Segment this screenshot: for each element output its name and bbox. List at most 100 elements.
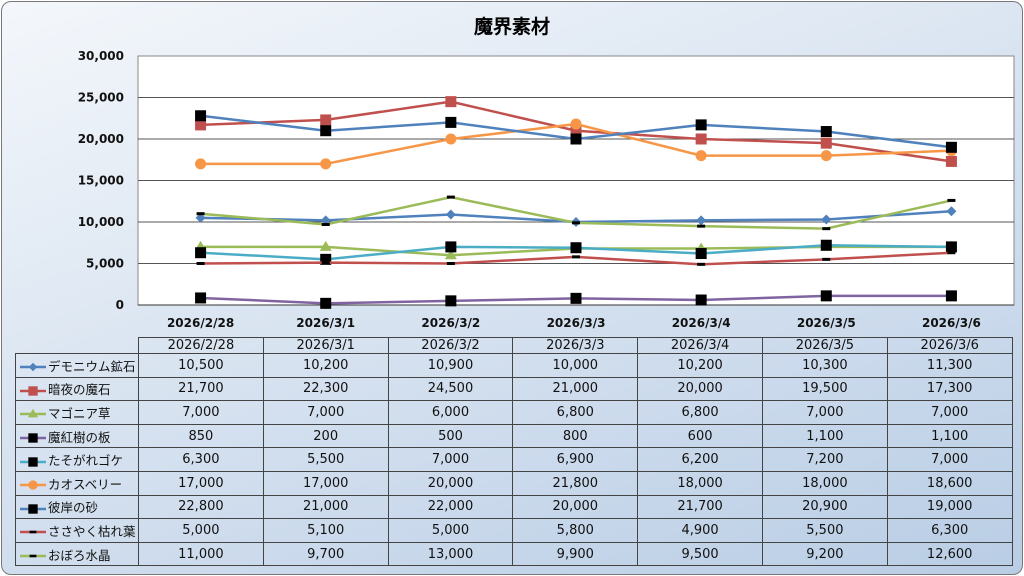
data-point	[446, 195, 455, 199]
data-point	[570, 125, 582, 137]
data-point	[195, 292, 207, 304]
table-cell: 10,000	[512, 353, 639, 378]
data-point	[321, 222, 330, 226]
data-point	[945, 155, 957, 167]
series-1	[195, 96, 957, 167]
data-point	[570, 292, 582, 304]
table-row: おぼろ水晶 11,000 9,700 13,000 9,900 9,500 9,200 12,…	[15, 541, 1013, 567]
series-3	[195, 290, 957, 309]
legend-key-icon	[20, 504, 46, 514]
data-point	[572, 221, 580, 225]
table-cell: 9,500	[637, 541, 763, 567]
series-5	[195, 118, 957, 170]
data-point	[697, 224, 706, 228]
data-point	[29, 531, 37, 534]
table-cell: 24,500	[387, 376, 514, 402]
table-cell: 18,000	[761, 470, 888, 496]
legend-entry: おぼろ水晶	[15, 541, 139, 567]
legend-label: 暗夜の魔石	[48, 382, 111, 398]
x-tick-label: 2026/3/4	[672, 316, 731, 330]
table-cell: 5,000	[387, 518, 514, 543]
data-point	[822, 257, 831, 261]
table-cell: 11,300	[886, 353, 1013, 378]
data-point	[195, 212, 206, 223]
table-column-header: 2026/3/6	[886, 337, 1013, 354]
table-cell: 7,000	[886, 447, 1013, 472]
legend-entry: たそがれゴケ	[15, 447, 139, 472]
table-cell: 10,200	[637, 353, 763, 378]
table-cell: 6,900	[512, 447, 639, 472]
table-cell: 10,900	[387, 353, 514, 378]
data-point	[320, 125, 332, 137]
series-7	[196, 251, 956, 266]
table-cell: 21,000	[512, 376, 639, 402]
x-tick-label: 2026/3/1	[296, 316, 355, 330]
table-cell: 20,000	[387, 470, 514, 496]
table-cell: 18,600	[886, 470, 1013, 496]
legend-label: おぼろ水晶	[48, 547, 111, 563]
y-tick-label: 5,000	[86, 257, 124, 271]
data-point	[697, 262, 706, 266]
table-cell: 600	[637, 423, 763, 449]
table-cell: 22,000	[387, 494, 514, 520]
legend-label: たそがれゴケ	[48, 453, 124, 469]
data-point	[195, 158, 207, 170]
data-point	[195, 247, 207, 259]
table-cell: 10,300	[761, 353, 888, 378]
data-point	[820, 126, 832, 138]
data-point	[820, 239, 832, 251]
table-cell: 200	[262, 423, 389, 449]
series-4	[195, 239, 957, 265]
data-point	[445, 241, 457, 253]
data-point	[445, 116, 457, 128]
legend-entry: 魔紅樹の板	[15, 423, 139, 449]
data-point	[28, 456, 38, 467]
table-column-header: 2026/3/5	[761, 337, 888, 354]
data-point	[570, 242, 582, 254]
x-tick-label: 2026/3/3	[547, 316, 606, 330]
data-point	[695, 150, 707, 162]
table-cell: 10,500	[138, 353, 264, 378]
data-point	[820, 290, 832, 302]
y-tick-label: 15,000	[78, 174, 124, 188]
data-point	[947, 198, 956, 202]
table-cell: 6,300	[138, 447, 264, 472]
data-point	[946, 206, 957, 217]
data-point	[319, 240, 332, 251]
table-cell: 6,300	[886, 518, 1013, 543]
table-cell: 1,100	[886, 423, 1013, 449]
table-cell: 7,000	[262, 400, 389, 425]
table-cell: 4,900	[637, 518, 763, 543]
table-row: デモニウム鉱石 10,500 10,200 10,900 10,000 10,200 10,…	[15, 353, 1013, 378]
y-tick-label: 0	[116, 298, 124, 312]
legend-entry: カオスベリー	[15, 470, 139, 496]
table-cell: 20,000	[512, 494, 639, 520]
table-cell: 11,000	[138, 541, 264, 567]
table-cell: 9,900	[512, 541, 639, 567]
table-cell: 21,800	[512, 470, 639, 496]
data-point	[695, 133, 707, 145]
table-cell: 20,900	[761, 494, 888, 520]
data-point	[570, 118, 582, 130]
table-row: 魔紅樹の板 850 200 500 800 600 1,100 1,100	[15, 423, 1013, 449]
legend-key-icon	[20, 433, 46, 443]
legend-entry: マゴニア草	[15, 400, 139, 425]
data-point	[822, 227, 831, 231]
table-cell: 6,200	[637, 447, 763, 472]
legend-entry: ささやく枯れ葉	[15, 518, 139, 543]
table-cell: 12,600	[886, 541, 1013, 567]
table-cell: 10,200	[262, 353, 389, 378]
table-row: マゴニア草 7,000 7,000 6,000 6,800 6,800 7,000 7,000	[15, 400, 1013, 425]
legend-key-icon	[20, 456, 46, 467]
table-cell: 17,000	[138, 470, 264, 496]
data-point	[572, 255, 580, 259]
legend-key-icon	[20, 363, 46, 372]
data-point	[27, 409, 39, 418]
x-tick-label: 2026/3/2	[421, 316, 480, 330]
table-cell: 7,000	[387, 447, 514, 472]
table-cell: 5,500	[262, 447, 389, 472]
data-point	[945, 141, 957, 153]
table-cell: 19,500	[761, 376, 888, 402]
table-cell: 6,800	[637, 400, 763, 425]
data-point	[947, 251, 956, 255]
